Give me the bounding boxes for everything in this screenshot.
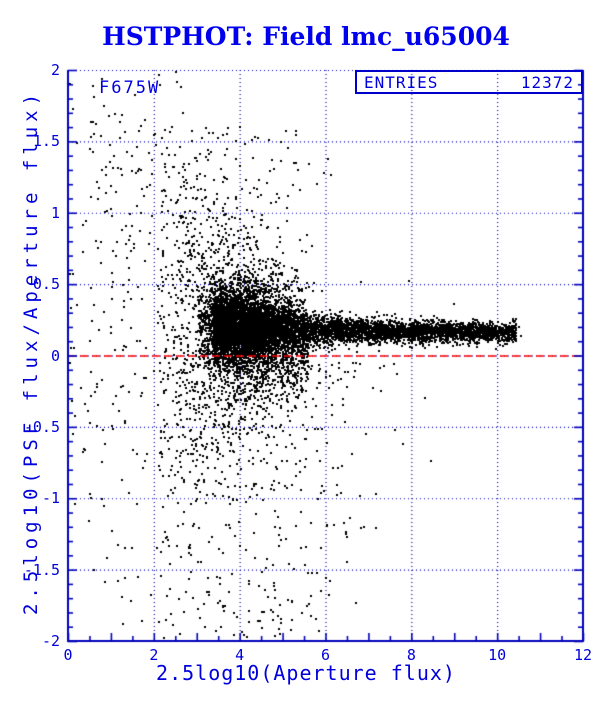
y-tick-label: 1.5 xyxy=(32,132,60,151)
y-tick-label: -1.5 xyxy=(23,560,60,579)
y-tick-label: 1 xyxy=(50,203,60,222)
x-tick-label: 2 xyxy=(149,646,159,664)
stats-box: ENTRIES 12372 xyxy=(355,70,583,94)
stats-box-label: ENTRIES xyxy=(364,72,439,92)
filter-label: F675W xyxy=(99,78,161,98)
y-tick-label: 0.5 xyxy=(32,275,60,294)
x-tick-label: 4 xyxy=(235,646,245,664)
y-tick-label: -2 xyxy=(41,632,60,650)
y-tick-label: -0.5 xyxy=(23,417,60,436)
x-tick-label: 6 xyxy=(320,646,331,664)
x-tick-label: 0 xyxy=(63,646,73,664)
chart-title: HSTPHOT: Field lmc_u65004 xyxy=(102,22,510,51)
x-tick-label: 8 xyxy=(406,646,416,664)
x-axis-title: 2.5log10(Aperture flux) xyxy=(156,661,456,685)
y-tick-label: 2 xyxy=(50,61,60,79)
y-tick-label: 0 xyxy=(50,346,60,365)
x-tick-label: 12 xyxy=(573,646,593,664)
stats-box-value: 12372 xyxy=(520,72,574,92)
y-tick-label: -1 xyxy=(41,489,60,508)
x-tick-label: 10 xyxy=(488,646,507,664)
